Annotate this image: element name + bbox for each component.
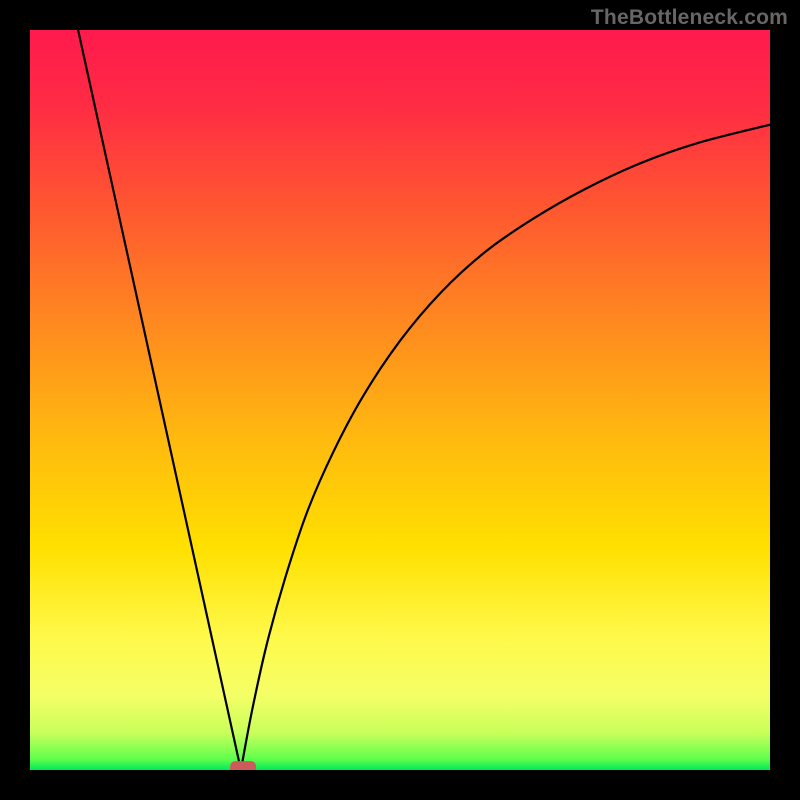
gradient-background xyxy=(30,30,770,770)
watermark-text: TheBottleneck.com xyxy=(591,6,788,30)
vertex-marker xyxy=(230,761,256,770)
plot-svg xyxy=(30,30,770,770)
plot-area xyxy=(30,30,770,770)
